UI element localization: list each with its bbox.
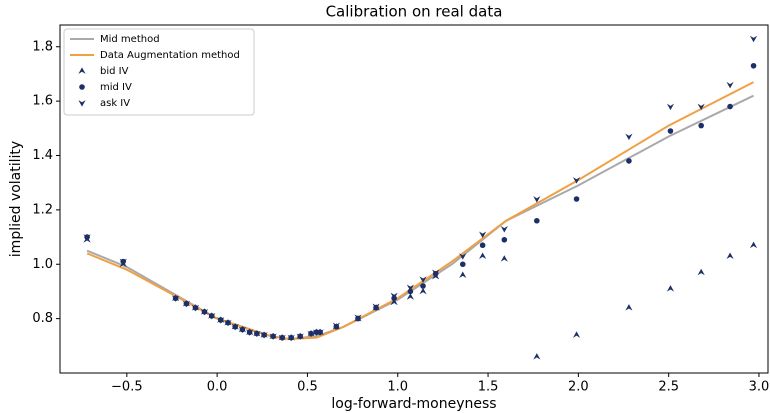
marker [208, 313, 216, 320]
marker [533, 353, 541, 360]
marker [119, 258, 127, 266]
marker [419, 287, 427, 295]
marker [432, 269, 440, 277]
marker [726, 81, 734, 89]
marker [749, 241, 758, 249]
legend: Mid method Data Augmentation method bid IV… [63, 28, 255, 116]
marker [406, 284, 414, 291]
marker [572, 177, 581, 184]
legend-swatch [78, 100, 86, 107]
marker [332, 322, 340, 330]
y-tick-label: 1.8 [32, 39, 53, 54]
marker [534, 217, 540, 224]
y-tick-label: 1.6 [32, 94, 53, 109]
marker [191, 304, 200, 312]
marker [573, 196, 580, 202]
marker [83, 234, 91, 241]
chart-title: Calibration on real data [326, 3, 503, 21]
x-tick-label: 0.0 [207, 380, 228, 395]
marker [698, 122, 704, 129]
marker [666, 103, 675, 111]
marker [572, 331, 581, 338]
legend-label: mid IV [100, 82, 132, 93]
marker [171, 295, 180, 302]
marker [253, 330, 261, 338]
marker [296, 333, 304, 340]
marker [727, 103, 733, 110]
y-tick-label: 0.8 [32, 311, 53, 326]
marker [533, 196, 541, 203]
legend-label: Data Augmentation method [100, 50, 240, 61]
marker [217, 317, 225, 324]
marker [231, 323, 239, 331]
marker [407, 288, 414, 295]
x-tick-label: −0.5 [111, 380, 143, 395]
x-tick-label: 0.5 [297, 380, 318, 395]
marker [459, 261, 466, 268]
marker [269, 333, 277, 340]
marker [238, 326, 247, 334]
y-tick-label: 1.0 [32, 257, 53, 272]
y-tick-label: 1.4 [32, 148, 53, 163]
legend-label: ask IV [100, 98, 130, 109]
x-tick-label: 3.0 [749, 380, 770, 395]
marker [459, 253, 467, 260]
marker [390, 298, 398, 306]
marker [625, 304, 633, 311]
marker [372, 303, 380, 310]
marker [697, 268, 705, 276]
marker [750, 62, 757, 69]
marker [500, 255, 508, 262]
marker [625, 133, 633, 141]
marker [354, 314, 362, 321]
marker [200, 308, 209, 316]
marker [287, 334, 295, 342]
marker [697, 103, 705, 111]
x-axis-label: log-forward-moneyness [331, 396, 496, 412]
marker [246, 329, 254, 336]
marker [459, 271, 467, 279]
marker [224, 319, 232, 327]
marker [390, 292, 398, 300]
x-tick-label: 2.5 [658, 380, 679, 395]
marker [479, 242, 486, 249]
x-tick-label: 1.5 [478, 380, 499, 395]
plot-frame [59, 24, 769, 374]
marker [419, 276, 427, 283]
marker [666, 285, 675, 292]
marker [749, 35, 758, 43]
marker [260, 332, 268, 339]
y-axis-label: implied volatility [8, 141, 24, 257]
legend-swatch [78, 67, 86, 74]
marker [316, 329, 324, 336]
marker [406, 293, 414, 300]
x-tick-label: 2.0 [568, 380, 589, 395]
marker [307, 330, 315, 338]
marker [479, 252, 487, 259]
marker [479, 231, 487, 238]
marker [626, 158, 632, 164]
legend-swatch [79, 84, 85, 90]
marker [726, 252, 734, 259]
legend-box [63, 28, 255, 116]
legend-label: bid IV [100, 66, 129, 77]
marker [500, 226, 508, 233]
x-tick-label: 1.0 [387, 380, 408, 395]
marker [420, 283, 426, 289]
marker [278, 334, 286, 342]
marker [501, 236, 508, 243]
y-tick-label: 1.2 [32, 202, 53, 217]
marker [667, 128, 674, 134]
legend-label: Mid method [100, 34, 160, 45]
marker [182, 300, 191, 308]
